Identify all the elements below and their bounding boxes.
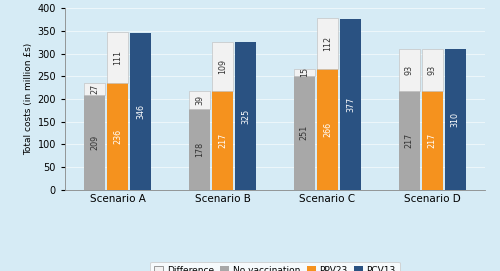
Text: 178: 178 (195, 142, 204, 157)
Text: 217: 217 (218, 133, 227, 148)
Bar (422, 49, 443, 91)
Text: 93: 93 (404, 65, 413, 75)
Bar (294, 76, 315, 190)
Text: 39: 39 (195, 95, 204, 105)
Bar (235, 42, 256, 190)
Y-axis label: Total costs (in million £s): Total costs (in million £s) (24, 43, 33, 155)
Bar (189, 109, 210, 190)
Bar (422, 91, 443, 190)
Legend: Difference, No vaccination, PPV23, PCV13: Difference, No vaccination, PPV23, PCV13 (150, 262, 400, 271)
Bar (340, 19, 361, 190)
Bar (317, 18, 338, 69)
Text: 15: 15 (300, 67, 309, 78)
Bar (84, 83, 106, 95)
Bar (212, 91, 233, 190)
Text: 217: 217 (404, 133, 413, 148)
Bar (107, 32, 128, 83)
Text: 111: 111 (114, 50, 122, 65)
Bar (130, 33, 152, 190)
Text: 112: 112 (323, 36, 332, 51)
Text: 209: 209 (90, 135, 99, 150)
Text: 217: 217 (428, 133, 436, 148)
Text: 251: 251 (300, 125, 309, 140)
Bar (317, 69, 338, 190)
Text: 325: 325 (241, 108, 250, 124)
Bar (84, 95, 106, 190)
Bar (212, 42, 233, 91)
Text: 93: 93 (428, 65, 436, 75)
Bar (398, 49, 420, 91)
Text: 310: 310 (451, 112, 460, 127)
Bar (294, 69, 315, 76)
Text: 377: 377 (346, 96, 355, 112)
Bar (444, 49, 466, 190)
Bar (398, 91, 420, 190)
Text: 109: 109 (218, 59, 227, 74)
Bar (107, 83, 128, 190)
Text: 266: 266 (323, 122, 332, 137)
Text: 236: 236 (114, 128, 122, 144)
Text: 346: 346 (136, 104, 145, 119)
Text: 27: 27 (90, 83, 99, 94)
Bar (189, 91, 210, 109)
